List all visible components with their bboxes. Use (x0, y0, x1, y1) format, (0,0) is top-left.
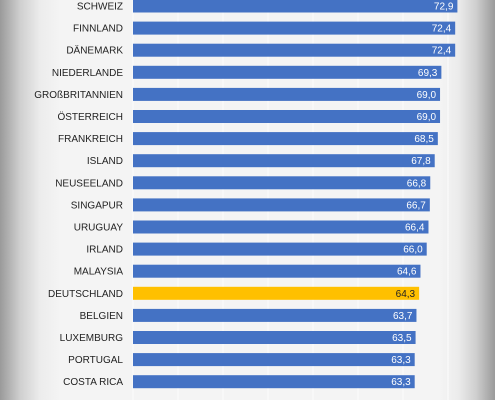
bars (133, 0, 458, 389)
category-label: URUGUAY (74, 223, 124, 234)
category-label: NEUSEELAND (55, 178, 123, 189)
bar-luxemburg (133, 331, 416, 344)
category-label: BELGIEN (80, 311, 123, 322)
category-label: DÄNEMARK (66, 45, 123, 57)
value-label: 63,3 (391, 355, 411, 366)
labels: SCHWEIZ 72,9 FINNLAND 72,4 DÄNEMARK 72,4 NIEDE… (34, 2, 454, 389)
bar-belgien (133, 308, 417, 322)
value-label: 66,0 (403, 245, 423, 256)
bar-deutschland (133, 286, 420, 300)
bar-singapur (133, 198, 430, 212)
bar-schweiz (133, 0, 458, 13)
category-label: FRANKREICH (58, 134, 123, 145)
category-label: NIEDERLANDE (52, 68, 123, 79)
value-label: 63,3 (391, 377, 411, 388)
bar-portugal (133, 353, 415, 367)
bar-neuseeland (133, 176, 431, 190)
value-label: 68,5 (414, 134, 434, 145)
bar-österreich (133, 110, 441, 123)
bar-großbritannien (133, 87, 441, 101)
category-label: ÖSTERREICH (57, 111, 123, 123)
category-label: PORTUGAL (68, 355, 123, 366)
value-label: 66,7 (406, 200, 426, 211)
value-label: 63,7 (393, 311, 413, 322)
category-label: GROßBRITANNIEN (34, 90, 123, 101)
value-label: 66,8 (407, 178, 427, 189)
bar-dänemark (133, 43, 456, 57)
category-label: LUXEMBURG (60, 333, 124, 344)
bar-uruguay (133, 220, 429, 234)
value-label: 72,4 (432, 24, 452, 35)
value-label: 66,4 (405, 223, 425, 234)
value-label: 72,9 (434, 2, 454, 13)
bar-finnland (133, 21, 456, 35)
value-label: 69,3 (418, 68, 438, 79)
bar-costa rica (133, 375, 415, 389)
category-label: SCHWEIZ (77, 2, 123, 13)
bar-malaysia (133, 264, 421, 278)
value-label: 67,8 (411, 156, 431, 167)
category-label: IRLAND (86, 245, 123, 256)
value-label: 72,4 (432, 46, 452, 57)
bar-irland (133, 242, 427, 256)
value-label: 64,3 (396, 289, 416, 300)
category-label: DEUTSCHLAND (48, 289, 123, 300)
bar-niederlande (133, 65, 442, 79)
category-label: MALAYSIA (74, 267, 124, 278)
value-label: 63,5 (392, 333, 412, 344)
bar-frankreich (133, 132, 438, 146)
category-label: ISLAND (87, 156, 123, 167)
value-label: 69,0 (417, 112, 437, 123)
category-label: FINNLAND (73, 24, 123, 35)
value-label: 64,6 (397, 267, 417, 278)
bar-island (133, 154, 435, 168)
value-label: 69,0 (417, 90, 437, 101)
category-label: SINGAPUR (71, 200, 123, 211)
category-label: COSTA RICA (63, 377, 123, 388)
